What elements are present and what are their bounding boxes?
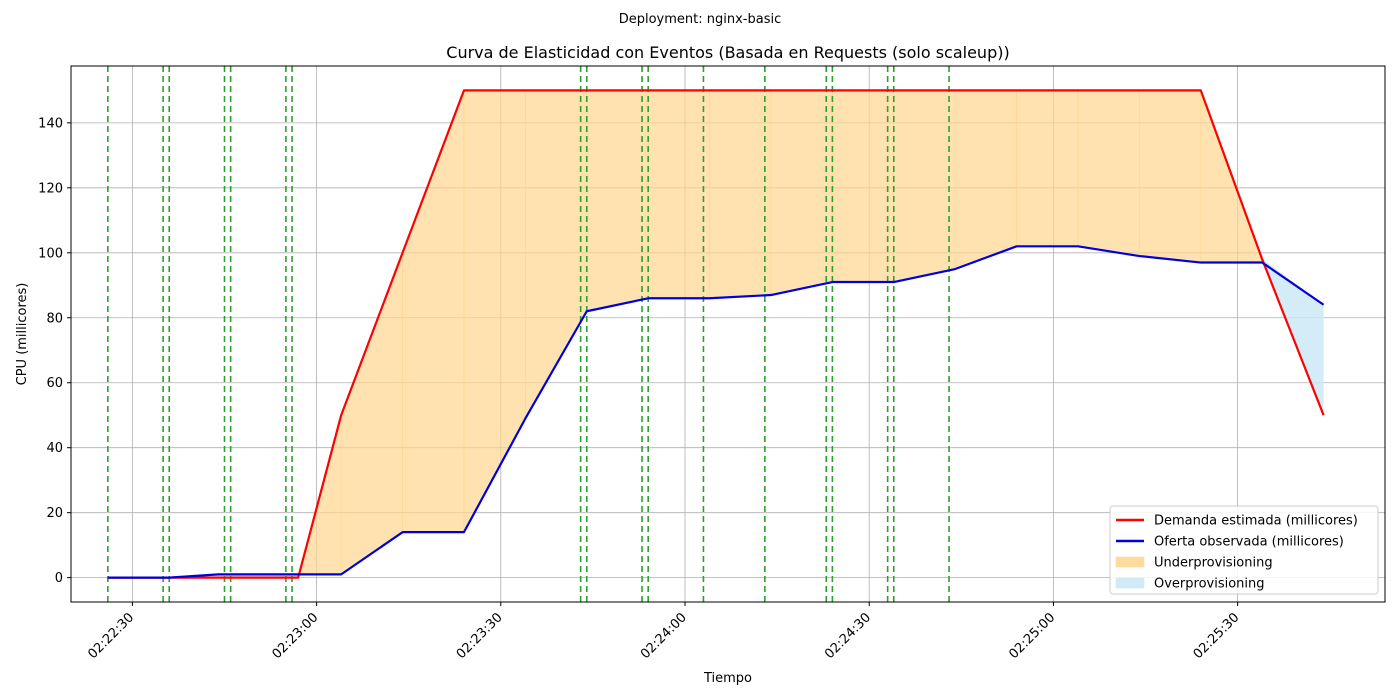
series-line-layer [107, 89, 1325, 579]
x-tick-label: 02:24:00 [638, 610, 690, 662]
underprovisioning-area [893, 90, 956, 283]
legend-item-overprovisioning-swatch [1115, 577, 1145, 589]
x-tick-label: 02:22:30 [85, 610, 137, 662]
y-tick-label: 100 [38, 246, 63, 261]
x-tick-label: 02:24:30 [822, 610, 874, 662]
x-tick-label: 02:25:30 [1191, 610, 1243, 662]
y-tick-label: 20 [46, 506, 63, 521]
supply-series-line [107, 245, 1325, 579]
demand-series-line [107, 89, 1325, 579]
underprovisioning-area [647, 90, 710, 299]
y-tick-label: 80 [46, 311, 63, 326]
underprovisioning-area [586, 90, 649, 312]
underprovisioning-area [954, 90, 1017, 270]
underprovisioning-area [1077, 90, 1140, 257]
underprovisioning-area [402, 90, 465, 533]
underprovisioning-area [709, 90, 772, 299]
x-tick-label: 02:23:30 [454, 610, 506, 662]
legend-box [1109, 505, 1379, 595]
legend: Demanda estimada (millicores) Oferta obse… [1109, 505, 1379, 595]
underprovisioning-area [340, 252, 403, 575]
y-axis-title: CPU (millicores) [15, 283, 30, 386]
figure-suptitle: Deployment: nginx-basic [618, 12, 782, 27]
legend-item-supply-label: Oferta observada (millicores) [1154, 535, 1344, 550]
legend-item-underprovisioning-swatch [1115, 556, 1145, 568]
underprovisioning-area [1139, 90, 1202, 263]
underprovisioning-area [832, 90, 895, 283]
underprovisioning-area [463, 90, 526, 533]
legend-item-underprovisioning-label: Underprovisioning [1154, 556, 1273, 571]
y-tick-label: 120 [38, 181, 63, 196]
y-tick-label: 0 [55, 571, 63, 586]
y-tick-label: 40 [46, 441, 63, 456]
chart-title: Curva de Elasticidad con Eventos (Basada… [446, 43, 1009, 62]
legend-item-overprovisioning-label: Overprovisioning [1154, 577, 1265, 592]
x-axis-title: Tiempo [703, 671, 752, 686]
x-tick-label: 02:25:00 [1006, 610, 1058, 662]
legend-item-demand-label: Demanda estimada (millicores) [1154, 514, 1358, 529]
y-tick-label: 60 [46, 376, 63, 391]
area-layer [169, 90, 1324, 578]
x-tick-label: 02:23:00 [270, 610, 322, 662]
underprovisioning-area [770, 90, 833, 296]
y-tick-label: 140 [38, 116, 63, 131]
underprovisioning-area [525, 90, 588, 420]
plot-frame [70, 65, 1386, 603]
underprovisioning-area [1016, 90, 1079, 247]
